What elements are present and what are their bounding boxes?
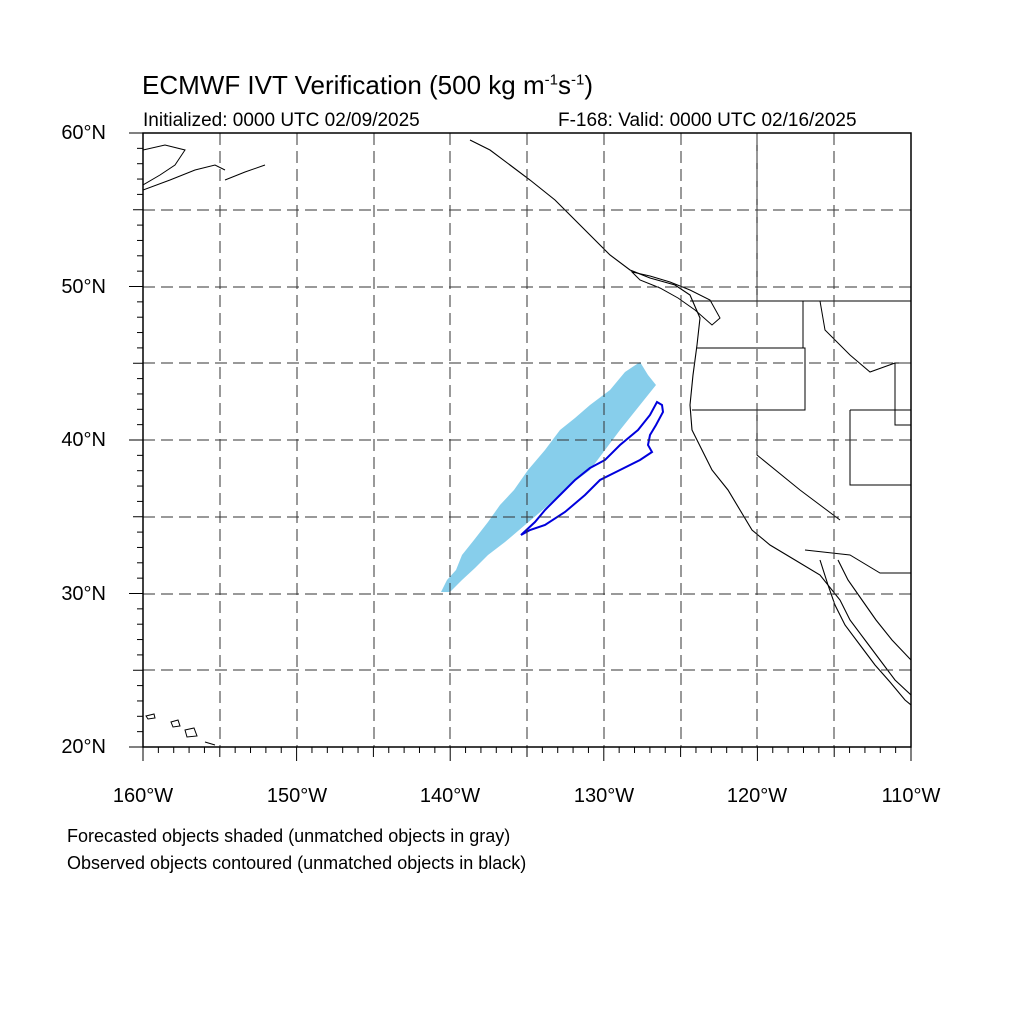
baja-peninsula bbox=[819, 559, 911, 706]
hawaii-islands bbox=[145, 713, 216, 746]
lon-label-160w: 160°W bbox=[112, 785, 174, 807]
lat-label-40n: 40°N bbox=[61, 429, 106, 451]
graticule bbox=[143, 133, 911, 747]
lat-label-60n: 60°N bbox=[61, 122, 106, 144]
lon-label-120w: 120°W bbox=[726, 785, 788, 807]
initialized-label: Initialized: 0000 UTC 02/09/2025 bbox=[143, 110, 420, 131]
lat-label-30n: 30°N bbox=[61, 583, 106, 605]
alaska-coastline bbox=[143, 144, 266, 191]
valid-label: F-168: Valid: 0000 UTC 02/16/2025 bbox=[558, 110, 857, 131]
footnote-forecast: Forecasted objects shaded (unmatched obj… bbox=[67, 826, 511, 846]
lon-label-140w: 140°W bbox=[419, 785, 481, 807]
west-coastline bbox=[469, 139, 911, 696]
axis-ticks bbox=[129, 132, 912, 761]
footnote-observed: Observed objects contoured (unmatched ob… bbox=[67, 853, 527, 873]
lat-label-50n: 50°N bbox=[61, 276, 106, 298]
lon-label-150w: 150°W bbox=[266, 785, 328, 807]
lon-label-110w: 110°W bbox=[881, 785, 941, 807]
vancouver-island bbox=[630, 271, 721, 326]
map-title: ECMWF IVT Verification (500 kg m-1s-1) bbox=[142, 70, 593, 100]
lat-label-20n: 20°N bbox=[61, 736, 106, 758]
forecast-object bbox=[441, 362, 656, 592]
observed-object-contour bbox=[520, 400, 665, 536]
lon-label-130w: 130°W bbox=[573, 785, 635, 807]
political-borders bbox=[690, 133, 911, 574]
